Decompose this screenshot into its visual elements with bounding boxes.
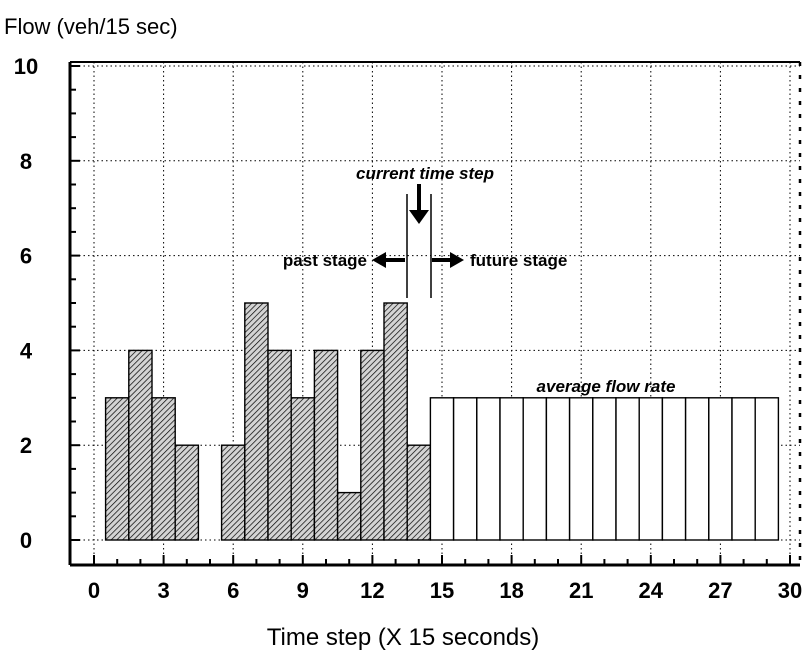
bar-future-24 [638,397,664,541]
y-tick-label-6: 6 [20,244,32,269]
bar-future-28 [731,397,756,541]
x-tick-label-30: 30 [778,578,802,603]
bar-future-23 [615,397,640,541]
y-axis-title: Flow (veh/15 sec) [4,14,178,39]
y-tick-label-2: 2 [20,433,32,458]
bar-future-26 [684,397,710,541]
x-axis-title: Time step (X 15 seconds) [266,624,540,651]
bars [104,302,780,541]
bar-future-16 [452,397,478,541]
future-stage-label: future stage [470,251,567,270]
x-tick-label-24: 24 [639,578,664,603]
future-stage-arrowhead [450,252,464,268]
bar-future-19 [522,397,548,541]
bar-past-8 [267,349,292,541]
bar-past-12 [360,349,385,541]
bar-future-20 [545,397,571,541]
y-tick-label-8: 8 [20,149,32,174]
bar-future-25 [661,397,687,541]
bar-past-2 [128,349,153,541]
bar-past-3 [151,397,176,541]
annotations: current time step past stage future stag… [283,164,676,396]
bar-future-18 [499,397,524,541]
bar-past-11 [336,491,362,541]
axes [68,61,802,567]
x-tick-label-0: 0 [88,578,100,603]
bar-past-6 [220,444,246,541]
bar-future-22 [592,397,617,541]
bar-past-7 [244,302,269,541]
bar-future-29 [754,397,780,541]
x-tick-label-15: 15 [430,578,454,603]
bar-future-21 [568,397,594,541]
x-tick-label-18: 18 [499,578,523,603]
average-flow-rate-label: average flow rate [537,377,676,396]
bar-past-9 [290,397,316,541]
bar-future-15 [429,397,455,541]
bar-past-13 [383,302,408,541]
bar-past-4 [174,444,200,541]
bar-past-10 [313,349,339,541]
bar-past-14 [406,444,432,541]
bar-past-1 [104,397,130,541]
x-tick-label-21: 21 [569,578,593,603]
bar-future-27 [708,397,733,541]
current-time-step-arrowhead [409,210,429,224]
bar-future-17 [476,397,501,541]
x-tick-label-9: 9 [297,578,309,603]
current-time-step-label: current time step [356,164,494,183]
y-tick-label-0: 0 [20,528,32,553]
x-tick-label-27: 27 [708,578,732,603]
y-tick-label-4: 4 [20,338,33,363]
past-stage-arrowhead [372,252,386,268]
x-tick-label-3: 3 [157,578,169,603]
x-tick-label-12: 12 [360,578,384,603]
y-tick-label-10: 10 [14,54,38,79]
past-stage-label: past stage [283,251,367,270]
x-tick-label-6: 6 [227,578,239,603]
